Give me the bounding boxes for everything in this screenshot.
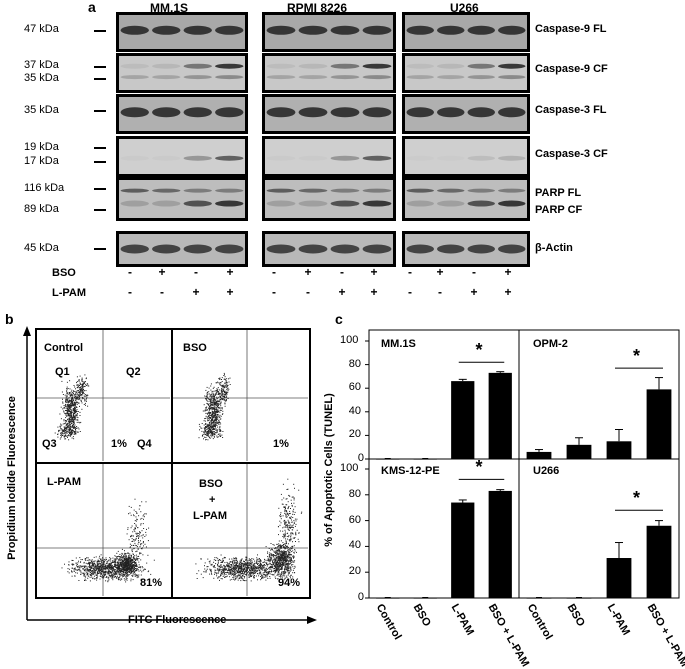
bar <box>489 373 512 459</box>
significance-star: * <box>633 488 640 509</box>
y-tick-label: 0 <box>346 591 364 603</box>
chart-title: OPM-2 <box>533 338 568 350</box>
significance-star: * <box>633 346 640 367</box>
bar <box>527 598 552 599</box>
chart-title: KMS-12-PE <box>381 465 440 477</box>
bar <box>607 441 632 459</box>
bar <box>414 459 437 460</box>
chart-title: MM.1S <box>381 338 416 350</box>
bar <box>567 598 592 599</box>
y-tick-label: 60 <box>343 381 361 393</box>
significance-star: * <box>476 340 483 361</box>
bar <box>567 445 592 459</box>
bar <box>451 381 474 459</box>
chart-title: U266 <box>533 465 559 477</box>
y-tick-label: 80 <box>343 358 361 370</box>
bar <box>647 526 672 598</box>
y-tick-label: 80 <box>343 488 361 500</box>
chart-frame <box>369 330 679 598</box>
bar <box>376 598 399 599</box>
bar <box>489 491 512 598</box>
y-tick-label: 40 <box>343 405 361 417</box>
y-tick-label: 100 <box>340 462 358 474</box>
y-tick-label: 20 <box>343 428 361 440</box>
y-tick-label: 20 <box>343 565 361 577</box>
bar <box>607 558 632 598</box>
y-tick-label: 100 <box>340 334 358 346</box>
bar <box>451 503 474 598</box>
bar <box>376 459 399 460</box>
y-tick-label: 60 <box>343 514 361 526</box>
significance-star: * <box>476 457 483 478</box>
bar <box>647 389 672 459</box>
bar <box>527 452 552 459</box>
y-tick-label: 40 <box>343 539 361 551</box>
bar <box>414 598 437 599</box>
